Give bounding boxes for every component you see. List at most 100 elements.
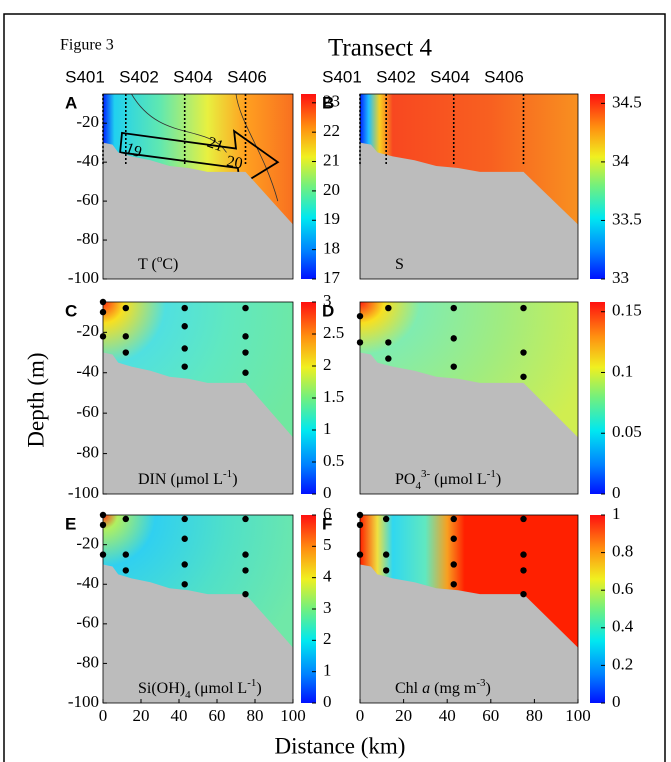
sample-point xyxy=(450,304,457,312)
colorbar xyxy=(590,94,605,279)
colorbar xyxy=(301,302,316,494)
contour-label: 21 xyxy=(205,134,226,155)
x-tick-label: 40 xyxy=(439,706,456,725)
plot-frame xyxy=(102,93,294,280)
plot-frame xyxy=(359,301,579,495)
label-part: ) xyxy=(496,471,501,488)
sample-point xyxy=(181,515,188,523)
colorbar-tick-label: 19 xyxy=(323,209,340,228)
x-tick-label: 60 xyxy=(482,706,499,725)
x-tick-label: 20 xyxy=(133,706,150,725)
contour-line xyxy=(235,93,279,202)
colorbar-tick-label: 5 xyxy=(323,535,332,554)
colorbar-tick-label: 3 xyxy=(323,291,332,310)
colorbar xyxy=(590,515,605,703)
y-axis-label: Depth (m) xyxy=(23,352,48,447)
x-tick-label: 100 xyxy=(565,706,591,725)
sample-point xyxy=(450,335,457,342)
x-tick-label: 80 xyxy=(526,706,543,725)
colorbar-tick-label: 0.15 xyxy=(612,301,642,320)
label-part: -1 xyxy=(487,468,496,480)
label-part: a xyxy=(422,680,430,697)
label-part: (μmol L xyxy=(191,680,248,697)
label-part: o xyxy=(157,253,163,265)
label-part: μmol L xyxy=(176,471,223,488)
colorbar xyxy=(590,302,605,494)
sample-point xyxy=(242,515,249,523)
sample-point xyxy=(520,373,527,380)
plot-frame xyxy=(102,301,294,495)
plot-frame xyxy=(359,93,579,280)
colorbar-tick-label: 2.5 xyxy=(323,323,344,342)
x-tick-label: 0 xyxy=(99,706,108,725)
seabed xyxy=(103,142,293,279)
y-tick-label: -100 xyxy=(68,268,99,287)
sample-point xyxy=(385,355,392,362)
sample-point xyxy=(242,304,249,312)
colorbar-tick-label: 1.5 xyxy=(323,387,344,406)
panel-letter: E xyxy=(65,514,76,533)
sample-point xyxy=(520,304,527,312)
station-label: S404 xyxy=(430,67,470,86)
variable-label: DIN (μmol L-1) xyxy=(138,468,238,488)
colorbar-tick-label: 1 xyxy=(612,504,621,523)
panel-letter: A xyxy=(65,93,77,112)
colorbar-tick-label: 17 xyxy=(323,268,341,287)
colorbar-tick-label: 0 xyxy=(323,483,332,502)
sample-point xyxy=(242,590,249,598)
colorbar-tick-label: 0.05 xyxy=(612,422,642,441)
station-label: S404 xyxy=(173,67,213,86)
colorbar-tick-label: 0.6 xyxy=(612,579,633,598)
station-label: S402 xyxy=(376,67,416,86)
station-label: S401 xyxy=(65,67,105,86)
label-part: DIN ( xyxy=(138,471,176,488)
sample-point xyxy=(122,515,129,523)
sample-point xyxy=(450,561,457,568)
colorbar-tick-label: 34 xyxy=(612,151,630,170)
station-label: S401 xyxy=(322,67,362,86)
sample-point xyxy=(450,515,457,523)
x-tick-label: 40 xyxy=(171,706,188,725)
x-axis-label: Distance (km) xyxy=(275,733,406,758)
colorbar-tick-label: 33 xyxy=(612,268,629,287)
figure-title: Transect 4 xyxy=(328,35,432,62)
frame xyxy=(3,13,666,762)
colorbar-tick-label: 0.4 xyxy=(612,617,634,636)
arrow xyxy=(119,129,280,188)
colorbar-tick-label: 0 xyxy=(323,692,332,711)
plot-frame xyxy=(359,514,579,704)
y-tick-label: -60 xyxy=(76,613,99,632)
sample-point xyxy=(385,304,392,312)
sample-point xyxy=(181,304,188,312)
sample-point xyxy=(181,561,188,568)
sample-point xyxy=(520,590,527,598)
sample-point xyxy=(122,333,129,340)
sample-point xyxy=(385,339,392,346)
sample-point xyxy=(520,515,527,523)
colorbar-tick-label: 1 xyxy=(323,661,332,680)
label-part: C) xyxy=(162,256,178,273)
label-part: ) xyxy=(256,680,261,697)
seabed xyxy=(360,564,578,703)
sample-point xyxy=(181,535,188,542)
plot-frame xyxy=(102,514,294,704)
label-part: 3- xyxy=(421,468,431,480)
colorbar xyxy=(301,515,316,703)
sample-point xyxy=(122,349,129,356)
x-tick-label: 60 xyxy=(209,706,226,725)
sample-point xyxy=(520,567,527,574)
colorbar xyxy=(301,94,316,279)
label-part: 4 xyxy=(415,480,421,492)
y-tick-label: -40 xyxy=(76,573,99,592)
variable-label: S xyxy=(395,256,404,273)
figure-label: Figure 3 xyxy=(60,37,114,54)
seabed xyxy=(103,352,293,494)
colorbar-tick-label: 34.5 xyxy=(612,92,642,111)
sample-point xyxy=(520,551,527,558)
sample-point xyxy=(450,535,457,542)
sample-point xyxy=(382,551,390,558)
colorbar-tick-label: 33.5 xyxy=(612,209,642,228)
sample-point xyxy=(382,567,390,574)
colorbar-tick-label: 20 xyxy=(323,180,340,199)
colorbar-tick-label: 18 xyxy=(323,239,340,258)
